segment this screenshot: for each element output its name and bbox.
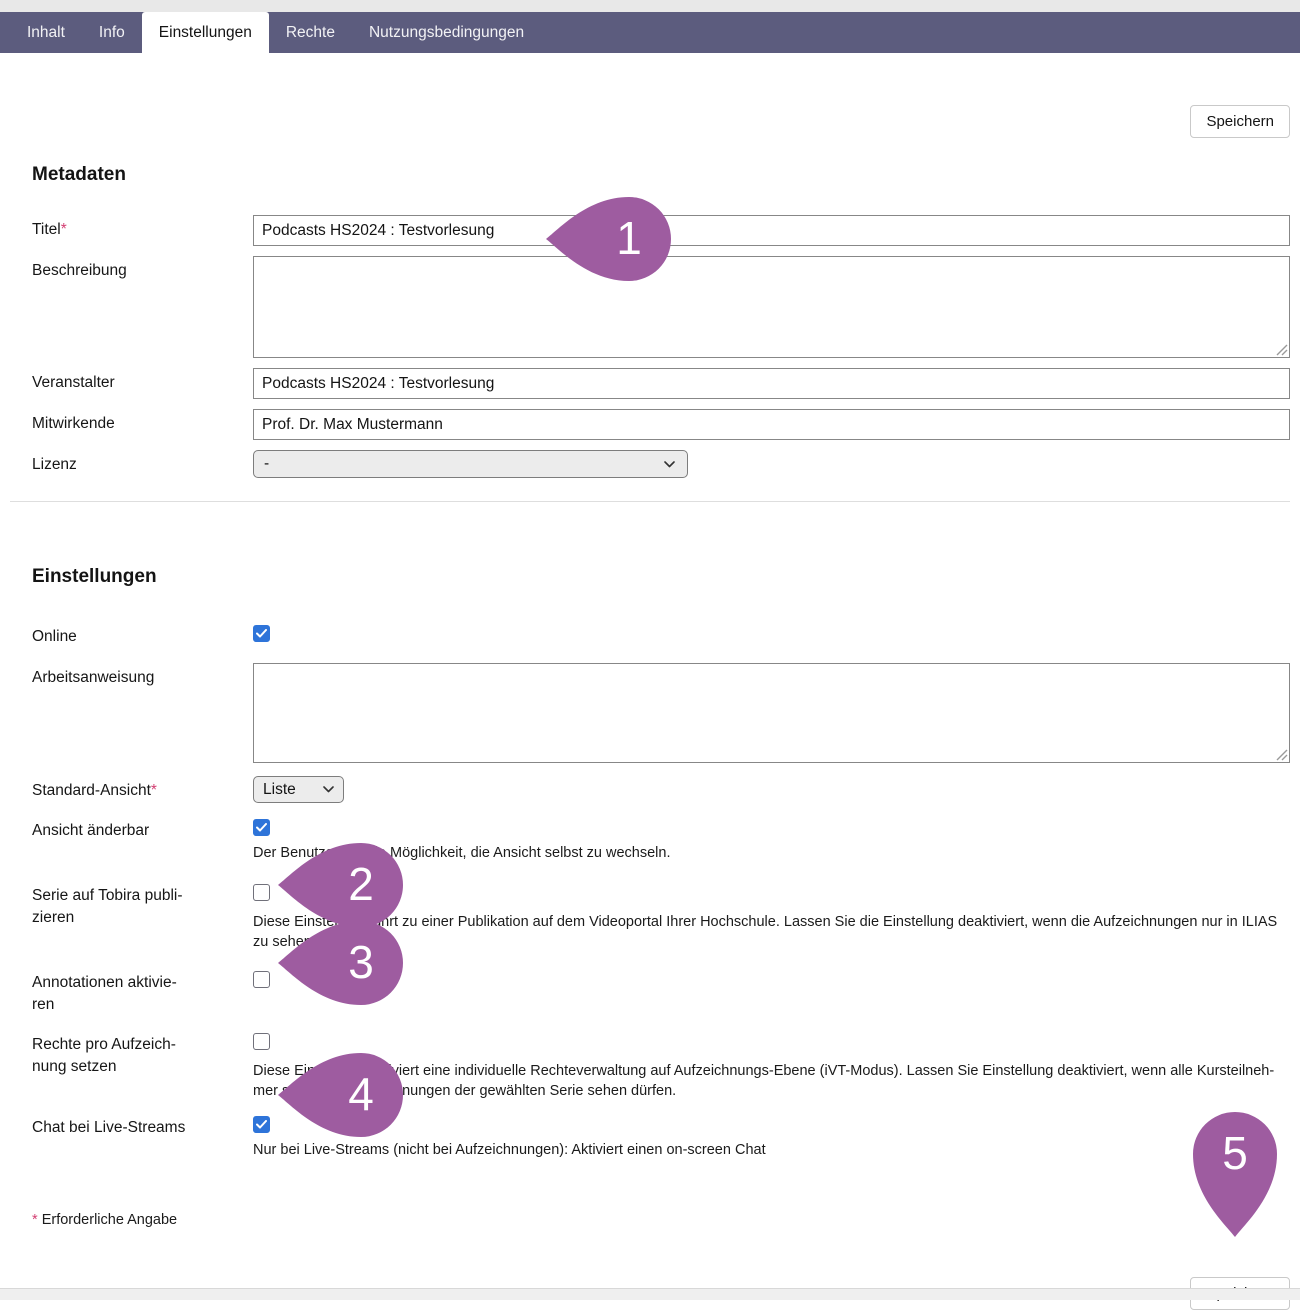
checkmark-icon bbox=[256, 629, 267, 638]
lizenz-label: Lizenz bbox=[32, 456, 77, 473]
tobira-row: Serie auf Tobira publi- zieren Diese Ein… bbox=[32, 881, 1290, 952]
chat-label: Chat bei Live-Streams bbox=[32, 1119, 186, 1136]
annotationen-checkbox[interactable] bbox=[253, 971, 270, 988]
rechte-pro-aufzeichnung-checkbox[interactable] bbox=[253, 1033, 270, 1050]
veranstalter-input[interactable] bbox=[253, 368, 1290, 399]
ansicht-aenderbar-label: Ansicht änderbar bbox=[32, 822, 150, 839]
standard-ansicht-row: Standard-Ansicht* Liste bbox=[32, 776, 1290, 803]
standard-ansicht-select[interactable]: Liste bbox=[253, 776, 344, 803]
chat-row: Chat bei Live-Streams Nur bei Live-Strea… bbox=[32, 1113, 1290, 1160]
tab-einstellungen[interactable]: Einstellungen bbox=[141, 12, 269, 53]
chat-help: Nur bei Live-Streams (nicht bei Aufzeich… bbox=[253, 1142, 766, 1158]
mitwirkende-row: Mitwirkende bbox=[32, 409, 1290, 440]
annotationen-row: Annotationen aktivie- ren bbox=[32, 968, 1290, 1016]
save-button-top[interactable]: Speichern bbox=[1190, 105, 1290, 138]
top-toolbar: Speichern bbox=[32, 105, 1290, 138]
annotationen-label: Annotationen aktivie- ren bbox=[32, 974, 177, 1013]
beschreibung-textarea[interactable] bbox=[253, 256, 1290, 358]
metadata-heading: Metadaten bbox=[32, 164, 126, 185]
beschreibung-row: Beschreibung bbox=[32, 256, 1290, 358]
chat-checkbox[interactable] bbox=[253, 1116, 270, 1133]
online-checkbox[interactable] bbox=[253, 625, 270, 642]
chevron-down-icon bbox=[323, 786, 334, 793]
arbeitsanweisung-textarea-wrap bbox=[253, 663, 1290, 763]
ansicht-aenderbar-checkbox[interactable] bbox=[253, 819, 270, 836]
tobira-label: Serie auf Tobira publi- zieren bbox=[32, 887, 183, 926]
ansicht-aenderbar-row: Ansicht änderbar Der Benutzer hat die Mö… bbox=[32, 816, 1290, 863]
veranstalter-row: Veranstalter bbox=[32, 368, 1290, 399]
titel-required-asterisk: * bbox=[60, 221, 67, 238]
standard-ansicht-label-text: Standard-Ansicht bbox=[32, 782, 151, 799]
checkmark-icon bbox=[256, 1120, 267, 1129]
rechte-pro-aufzeichnung-row: Rechte pro Aufzeich- nung setzen Diese E… bbox=[32, 1030, 1290, 1101]
tab-info[interactable]: Info bbox=[98, 24, 125, 41]
mitwirkende-label: Mitwirkende bbox=[32, 415, 115, 432]
page-bottom-bar bbox=[0, 1288, 1300, 1300]
standard-ansicht-select-value: Liste bbox=[263, 780, 296, 798]
standard-ansicht-required-asterisk: * bbox=[150, 782, 157, 799]
rechte-pro-aufzeichnung-label: Rechte pro Aufzeich- nung setzen bbox=[32, 1036, 176, 1075]
titel-label-text: Titel bbox=[32, 221, 61, 238]
arbeitsanweisung-textarea[interactable] bbox=[253, 663, 1290, 763]
lizenz-row: Lizenz - bbox=[32, 450, 1290, 478]
standard-ansicht-label: Standard-Ansicht* bbox=[32, 776, 253, 802]
page-top-bar bbox=[0, 0, 1300, 12]
beschreibung-textarea-wrap bbox=[253, 256, 1290, 358]
ansicht-aenderbar-help: Der Benutzer hat die Möglichkeit, die An… bbox=[253, 845, 671, 861]
arbeitsanweisung-row: Arbeitsanweisung bbox=[32, 663, 1290, 763]
lizenz-select-value: - bbox=[264, 455, 270, 472]
checkmark-icon bbox=[256, 823, 267, 832]
online-row: Online bbox=[32, 622, 1290, 648]
tobira-checkbox[interactable] bbox=[253, 884, 270, 901]
titel-input[interactable] bbox=[253, 215, 1290, 246]
mitwirkende-input[interactable] bbox=[253, 409, 1290, 440]
tab-nutzungsbedingungen[interactable]: Nutzungsbedingungen bbox=[368, 24, 525, 41]
arbeitsanweisung-label: Arbeitsanweisung bbox=[32, 669, 155, 686]
rechte-pro-aufzeichnung-help: Diese Einstellung aktiviert eine individ… bbox=[253, 1063, 1275, 1099]
required-note-text: Erforderliche Angabe bbox=[41, 1212, 178, 1228]
tab-inhalt[interactable]: Inhalt bbox=[27, 24, 65, 41]
required-note-asterisk: * bbox=[32, 1212, 38, 1228]
tab-bar: Inhalt Info Einstellungen Rechte Nutzung… bbox=[0, 12, 1300, 53]
tab-rechte[interactable]: Rechte bbox=[285, 24, 335, 41]
chevron-down-icon bbox=[664, 460, 675, 467]
settings-heading: Einstellungen bbox=[32, 566, 157, 587]
titel-row: Titel* bbox=[32, 215, 1290, 246]
veranstalter-label: Veranstalter bbox=[32, 374, 115, 391]
online-label: Online bbox=[32, 628, 77, 645]
lizenz-select[interactable]: - bbox=[253, 450, 688, 478]
beschreibung-label: Beschreibung bbox=[32, 262, 127, 279]
required-note: * Erforderliche Angabe bbox=[32, 1212, 1290, 1228]
tobira-help: Diese Einstellung führt zu einer Publika… bbox=[253, 914, 1278, 950]
main-content: Speichern Metadaten Titel* Beschreibung … bbox=[0, 105, 1300, 1310]
titel-label: Titel* bbox=[32, 215, 253, 241]
section-divider bbox=[10, 501, 1290, 502]
